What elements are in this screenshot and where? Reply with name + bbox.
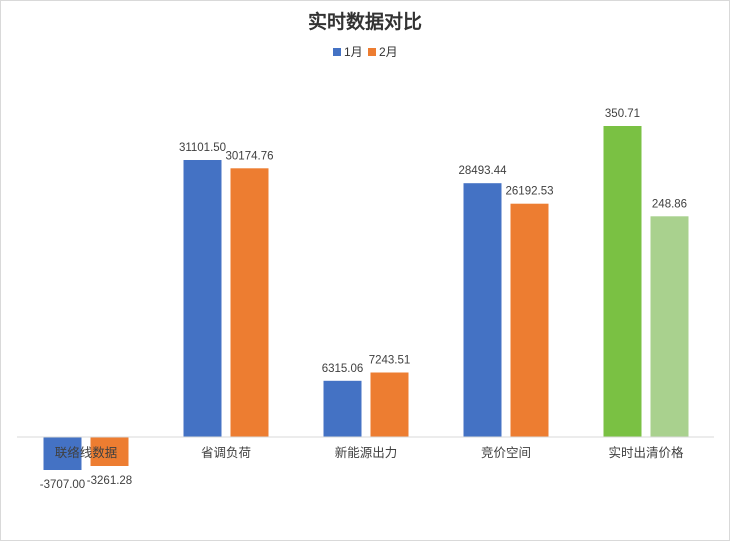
data-label-1-3: 6315.06: [322, 363, 364, 375]
bar-1-2: [183, 160, 222, 437]
bars-group: [43, 126, 689, 470]
bar-1-3: [323, 380, 362, 437]
bar-1-4: [463, 183, 502, 437]
data-label-2-5: 248.86: [652, 198, 687, 210]
legend-label-series-1: 1月: [344, 45, 363, 59]
legend-label-series-2: 2月: [379, 45, 398, 59]
data-label-2-4: 26192.53: [506, 186, 554, 198]
category-label-4: 竞价空间: [481, 446, 531, 460]
legend: 1月 2月: [333, 45, 398, 59]
bar-1-5: [603, 126, 642, 437]
bar-2-2: [230, 168, 269, 438]
bar-2-3: [370, 372, 409, 437]
data-label-1-4: 28493.44: [459, 165, 508, 177]
data-label-2-3: 7243.51: [369, 355, 411, 367]
category-label-3: 新能源出力: [335, 445, 398, 460]
data-label-2-2: 30174.76: [226, 150, 274, 162]
data-label-1-1: -3707.00: [40, 479, 85, 491]
chart-title: 实时数据对比: [308, 10, 422, 33]
category-label-5: 实时出清价格: [608, 445, 684, 460]
bar-2-4: [510, 203, 549, 437]
legend-swatch-series-2: [368, 48, 376, 56]
legend-swatch-series-1: [333, 48, 341, 56]
bar-2-5: [650, 216, 689, 437]
bar-2-1: [90, 437, 129, 466]
category-label-2: 省调负荷: [201, 446, 251, 460]
bar-1-1: [43, 437, 82, 470]
category-label-1: 联络线数据: [55, 445, 118, 460]
data-label-1-2: 31101.50: [179, 142, 226, 154]
data-label-2-1: -3261.28: [87, 475, 132, 487]
data-label-1-5: 350.71: [605, 108, 640, 120]
